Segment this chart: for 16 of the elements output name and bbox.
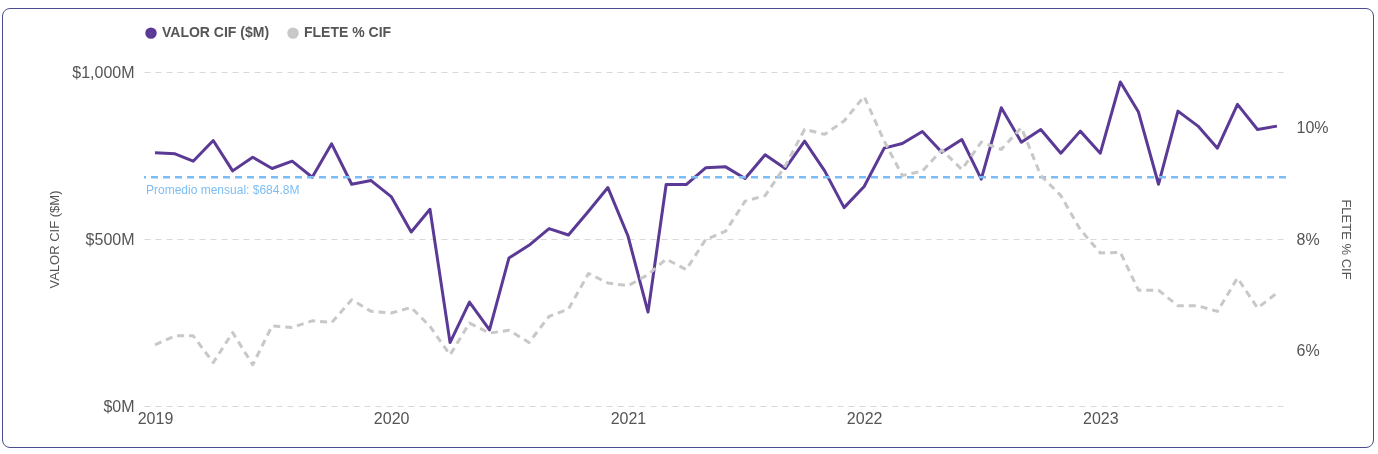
y-tick-label: $1,000M [72, 63, 135, 81]
y-tick-label: $0M [103, 397, 135, 415]
x-tick-label: 2019 [137, 409, 174, 427]
ref-line-label: Promedio mensual: $684.8M [146, 183, 300, 198]
x-tick-label: 2021 [610, 409, 647, 427]
legend-label: VALOR CIF ($M) [162, 24, 270, 41]
x-tick-label: 2022 [846, 409, 883, 427]
x-tick-label: 2023 [1083, 409, 1119, 427]
y2-tick-label: 6% [1296, 341, 1320, 359]
y-axis-title: VALOR CIF ($M) [47, 190, 63, 289]
y2-tick-label: 10% [1296, 119, 1329, 137]
y-tick-label: $500M [85, 230, 135, 248]
y2-axis-title: FLETE % CIF [1338, 199, 1354, 280]
legend-label: FLETE % CIF [304, 24, 392, 41]
y2-tick-label: 8% [1296, 230, 1320, 248]
x-tick-label: 2020 [373, 409, 410, 427]
